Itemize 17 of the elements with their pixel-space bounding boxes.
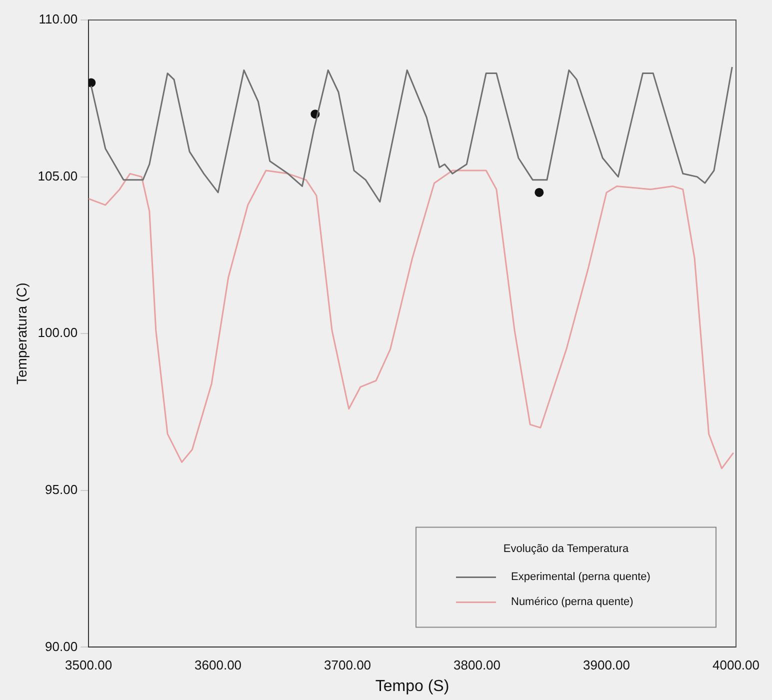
- legend-label: Experimental (perna quente): [511, 571, 650, 584]
- y-tick-label: 110.00: [38, 12, 78, 27]
- y-tick-label: 95.00: [45, 482, 78, 497]
- point: [534, 188, 544, 197]
- x-tick-label: 4000.00: [712, 658, 760, 673]
- y-tick-label: 90.00: [45, 638, 78, 654]
- legend-title: Evolução da Temperatura: [503, 543, 630, 556]
- x-tick-label: 3800.00: [454, 658, 501, 673]
- x-axis-title: Tempo (S): [375, 678, 450, 695]
- y-tick-label: 100.00: [38, 325, 78, 340]
- y-tick-label: 105.00: [38, 168, 78, 184]
- y-axis-title: Temperatura (C): [13, 282, 30, 385]
- x-tick-label: 3600.00: [194, 658, 242, 673]
- legend-label: Numérico (perna quente): [511, 596, 634, 608]
- x-tick-label: 3900.00: [583, 658, 630, 673]
- x-tick-label: 3700.00: [324, 658, 372, 673]
- x-tick-label: 3500.00: [65, 658, 112, 673]
